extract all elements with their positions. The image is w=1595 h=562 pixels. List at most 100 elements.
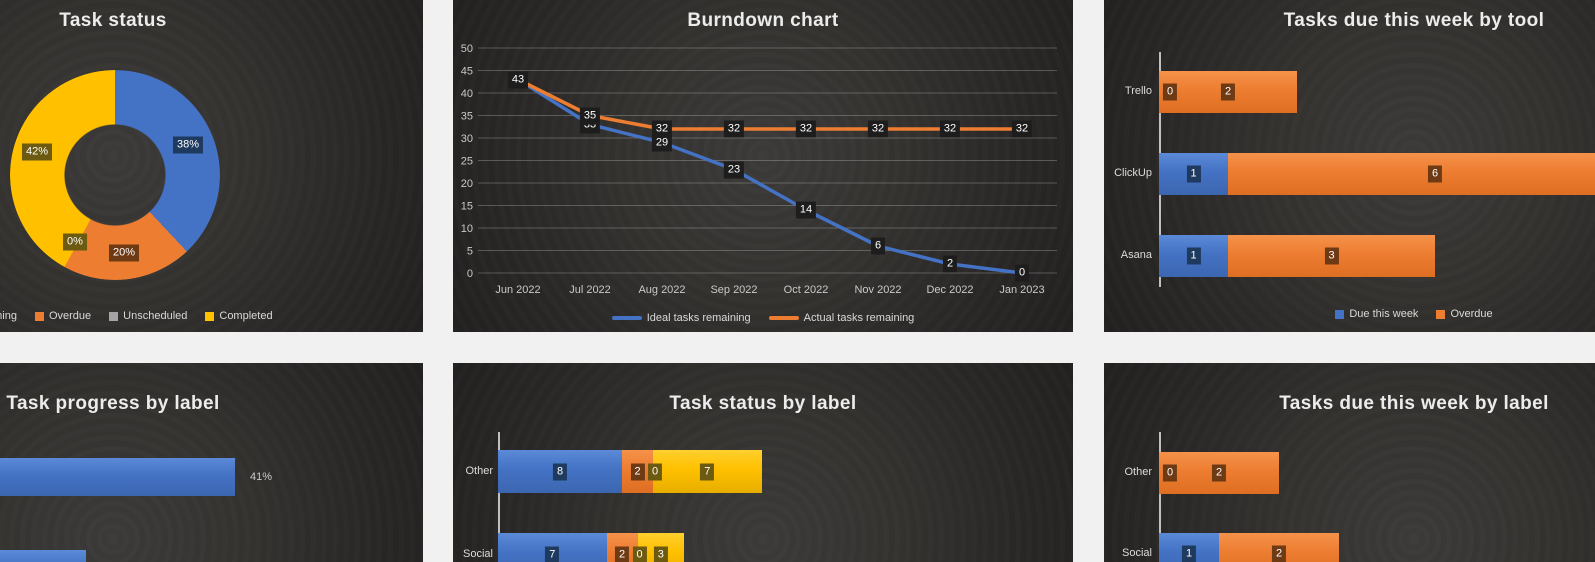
bar-data-label: 0	[1162, 464, 1178, 482]
x-axis-label: Oct 2022	[784, 284, 829, 296]
bar-data-label: 1	[1186, 165, 1201, 183]
task-status-by-label-bar-chart: Other 8 2 0 7 Social 7 2 0 3	[453, 363, 1073, 562]
chart-legend: Due this week Overdue	[1104, 308, 1595, 320]
bar-segment-blue	[0, 458, 235, 496]
legend-label: Due this week	[1349, 308, 1419, 320]
bar-segment-orange	[1228, 153, 1595, 195]
panel-tasks-due-by-label: Tasks due this week by label Other 0 2 Soci…	[1104, 363, 1595, 562]
bar-data-label: 1	[1181, 545, 1197, 562]
bar-data-label: 7	[700, 463, 715, 480]
x-axis-label: Aug 2022	[638, 284, 685, 296]
bar-data-label: 3	[1324, 247, 1339, 265]
bar-data-label: 6	[1427, 165, 1443, 183]
bar-data-label: 7	[545, 546, 560, 562]
line-data-label: 35	[579, 107, 601, 124]
value-axis-line	[498, 432, 500, 562]
chart-title: Task status by label	[669, 393, 857, 414]
bar-data-label: 1	[1186, 247, 1201, 265]
legend-line-swatch-orange	[768, 316, 799, 320]
legend-label: Completed	[219, 310, 273, 322]
y-tick-label: 0	[467, 268, 473, 280]
y-tick-label: 30	[461, 133, 473, 145]
category-label: Trello	[1124, 85, 1152, 97]
legend-item: Overdue	[34, 310, 91, 322]
bar-data-label: 2	[614, 546, 630, 562]
line-data-label: 0	[1014, 264, 1030, 282]
line-data-label: 14	[795, 201, 817, 219]
x-axis-label: Jan 2023	[999, 284, 1044, 296]
line-data-label: 32	[795, 120, 817, 138]
legend-swatch-gray	[109, 311, 119, 321]
panel-burndown-chart: Burndown chart 0 5 10 15 20 25 30 35 40 45 50 Jun 2…	[453, 0, 1073, 332]
tasks-due-by-tool-bar-chart: Trello 0 2 ClickUp 1 6 Asana 1 3 Due this week Ove…	[1104, 0, 1595, 332]
line-series-blue	[516, 77, 1024, 275]
line-data-label: 32	[651, 120, 673, 138]
line-data-label: 6	[870, 237, 886, 255]
legend-label: Unscheduled	[123, 310, 188, 322]
y-tick-label: 40	[461, 88, 473, 100]
donut-data-label: 20%	[108, 244, 140, 262]
value-axis-line	[1159, 432, 1161, 562]
burndown-line-chart: 0 5 10 15 20 25 30 35 40 45 50 Jun 2022 Jul 2022 Aug …	[453, 0, 1073, 332]
line-data-label: 29	[651, 134, 673, 151]
legend-item: Overdue	[1436, 308, 1493, 320]
y-tick-label: 5	[467, 246, 473, 258]
legend-item: Ideal tasks remaining	[611, 312, 751, 324]
x-axis-label: Sep 2022	[710, 284, 757, 296]
y-tick-label: 20	[461, 178, 473, 190]
category-label: Other	[465, 464, 493, 477]
donut-data-label: 38%	[172, 136, 204, 154]
y-tick-label: 35	[461, 111, 473, 123]
donut-data-label: 0%	[63, 233, 87, 251]
chart-title: Task progress by label	[6, 393, 220, 414]
bar-data-label: 41%	[250, 471, 273, 483]
task-status-donut-chart: 38% 20% 0% 42% Upcoming Overdue Unscheduled Com…	[0, 0, 423, 332]
panel-task-status-by-label: Task status by label Other 8 2 0 7 Social 7 2 0 3	[453, 363, 1073, 562]
bar-data-label: 8	[552, 463, 568, 480]
chart-title: Tasks due this week by tool	[1283, 10, 1545, 31]
bar-data-label: 3	[653, 546, 668, 562]
category-label: Asana	[1120, 249, 1152, 261]
x-axis-label: Jun 2022	[495, 284, 540, 296]
x-axis-label: Jul 2022	[569, 284, 611, 296]
bar-data-label: 0	[632, 546, 647, 562]
legend-item: Upcoming	[0, 310, 17, 322]
y-tick-label: 15	[461, 201, 473, 213]
line-data-label: 43	[507, 71, 529, 88]
legend-swatch-orange	[1436, 309, 1446, 319]
bar-data-label: 2	[1271, 545, 1287, 562]
chart-legend: Upcoming Overdue Unscheduled Completed	[0, 310, 423, 322]
donut-data-label: 42%	[21, 143, 53, 161]
legend-swatch-orange	[34, 311, 44, 321]
bar-segment-blue	[0, 550, 86, 562]
category-label: Social	[1122, 547, 1152, 559]
line-data-label: 2	[942, 255, 958, 273]
line-data-label: 32	[867, 120, 889, 138]
chart-title: Burndown chart	[687, 10, 839, 31]
legend-item: Completed	[205, 310, 273, 322]
legend-line-swatch-blue	[611, 316, 642, 320]
legend-item: Unscheduled	[109, 310, 187, 322]
panel-task-progress-by-label: Task progress by label 41%	[0, 363, 423, 562]
y-tick-label: 50	[461, 43, 473, 55]
y-tick-label: 10	[461, 223, 473, 235]
legend-item: Due this week	[1335, 308, 1418, 320]
bar-data-label: 2	[1220, 83, 1236, 101]
category-label: Other	[1124, 466, 1152, 478]
legend-label: Ideal tasks remaining	[646, 312, 751, 324]
legend-item: Actual tasks remaining	[768, 312, 915, 324]
tasks-due-by-label-bar-chart: Other 0 2 Social 1 2	[1104, 363, 1595, 562]
line-data-label: 32	[939, 120, 961, 138]
panel-task-status: Task status 38% 20% 0% 42% Upcoming Overdue Un…	[0, 0, 423, 332]
legend-label: Actual tasks remaining	[803, 312, 915, 324]
line-series-orange	[516, 77, 1024, 131]
category-label: ClickUp	[1114, 167, 1152, 179]
line-data-label: 32	[723, 120, 745, 138]
legend-label: Upcoming	[0, 310, 17, 322]
legend-swatch-yellow	[205, 311, 215, 321]
bar-data-label: 0	[1162, 83, 1178, 101]
line-data-label: 32	[1011, 120, 1033, 138]
legend-label: Overdue	[1450, 308, 1493, 320]
category-label: Social	[463, 547, 493, 560]
